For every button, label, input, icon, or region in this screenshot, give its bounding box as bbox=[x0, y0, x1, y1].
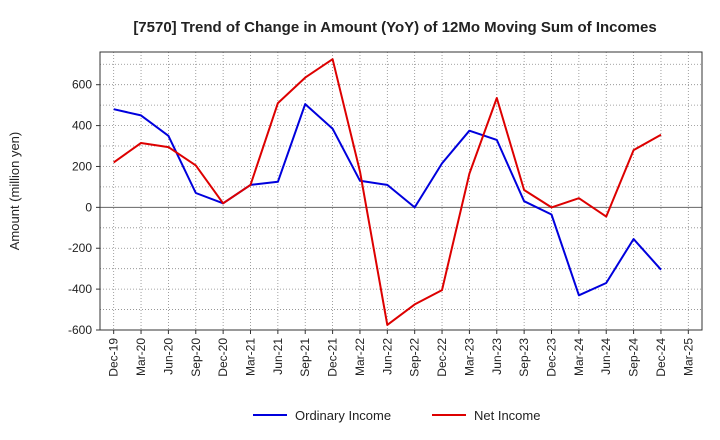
chart-title: [7570] Trend of Change in Amount (YoY) o… bbox=[133, 19, 656, 36]
y-tick-label: 200 bbox=[72, 159, 92, 173]
x-axis-ticks: Dec-19 Mar-20 Jun-20 Sep-20 Dec-20 Mar-21 Jun-… bbox=[107, 330, 695, 377]
x-tick-label: Sep-20 bbox=[189, 338, 203, 377]
grid-lines bbox=[100, 52, 702, 331]
x-tick-label: Mar-21 bbox=[244, 338, 258, 376]
x-tick-label: Mar-24 bbox=[572, 338, 586, 376]
y-tick-label: -600 bbox=[68, 323, 92, 337]
legend: Ordinary Income Net Income bbox=[253, 408, 540, 423]
x-tick-label: Dec-21 bbox=[326, 338, 340, 377]
x-tick-label: Dec-23 bbox=[545, 338, 559, 377]
x-tick-label: Jun-23 bbox=[490, 338, 504, 375]
plot-border bbox=[99, 51, 703, 331]
plot-frame bbox=[99, 51, 703, 331]
x-tick-label: Jun-20 bbox=[161, 338, 175, 375]
y-tick-label: -200 bbox=[68, 241, 92, 255]
x-tick-label: Jun-24 bbox=[599, 338, 613, 375]
y-axis-ticks: 600 400 200 0 -200 -400 -600 bbox=[68, 78, 100, 337]
x-tick-label: Sep-23 bbox=[517, 338, 531, 377]
x-tick-label: Sep-22 bbox=[408, 338, 422, 377]
series-layer bbox=[113, 58, 662, 326]
x-tick-label: Dec-20 bbox=[216, 338, 230, 377]
x-tick-label: Mar-23 bbox=[462, 338, 476, 376]
x-tick-label: Jun-22 bbox=[380, 338, 394, 375]
x-tick-label: Sep-21 bbox=[298, 338, 312, 377]
series-line-net-income bbox=[113, 58, 662, 326]
y-tick-label: 400 bbox=[72, 119, 92, 133]
x-tick-label: Mar-25 bbox=[681, 338, 695, 376]
legend-label: Net Income bbox=[474, 408, 540, 423]
y-tick-label: 600 bbox=[72, 78, 92, 92]
x-tick-label: Mar-22 bbox=[353, 338, 367, 376]
x-tick-label: Dec-22 bbox=[435, 338, 449, 377]
x-tick-label: Sep-24 bbox=[627, 338, 641, 377]
x-tick-label: Mar-20 bbox=[134, 338, 148, 376]
y-tick-label: -400 bbox=[68, 282, 92, 296]
legend-label: Ordinary Income bbox=[295, 408, 391, 423]
x-tick-label: Dec-24 bbox=[654, 338, 668, 377]
x-tick-label: Dec-19 bbox=[107, 338, 121, 377]
series-line-ordinary-income bbox=[113, 103, 662, 297]
x-tick-label: Jun-21 bbox=[271, 338, 285, 375]
y-axis-label: Amount (million yen) bbox=[7, 132, 22, 251]
y-tick-label: 0 bbox=[85, 200, 92, 214]
